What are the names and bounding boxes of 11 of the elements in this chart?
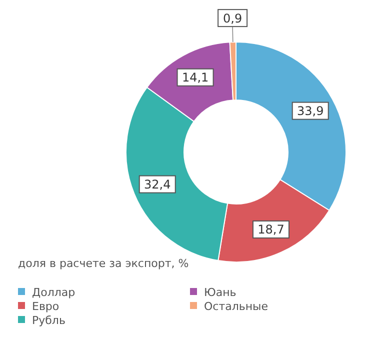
legend-label: Остальные	[204, 300, 268, 313]
legend-label: Евро	[32, 300, 60, 313]
legend-label: Доллар	[32, 286, 76, 299]
legend-label: Рубль	[32, 314, 66, 327]
data-label: 0,9	[223, 11, 242, 26]
data-label: 18,7	[258, 222, 284, 237]
legend-label: Юань	[204, 286, 236, 299]
data-label: 33,9	[297, 104, 324, 118]
data-label: 14,1	[182, 70, 209, 85]
data-label: 32,4	[144, 177, 171, 192]
legend-title: доля в расчете за экспорт, %	[18, 257, 189, 270]
